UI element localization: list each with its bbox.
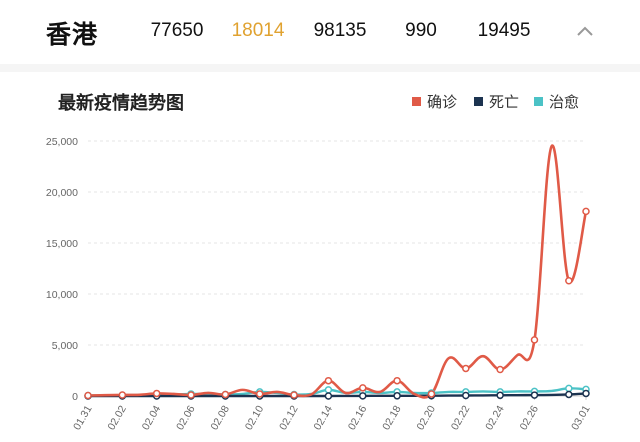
y-tick-label: 0: [72, 391, 78, 403]
data-point: [359, 392, 367, 400]
x-tick-label: 02.08: [208, 403, 232, 432]
series-line-confirmed: [87, 144, 588, 399]
legend-swatch: [474, 96, 483, 106]
data-point: [496, 391, 504, 400]
x-tick-label: 02.22: [449, 403, 473, 432]
data-point: [324, 392, 333, 400]
stat-value: 98135: [313, 20, 367, 41]
data-point: [393, 392, 401, 400]
data-point: [496, 365, 504, 374]
y-tick-label: 15,000: [46, 238, 78, 250]
data-point: [118, 391, 127, 399]
region-name: 香港: [46, 21, 99, 49]
y-tick-label: 25,000: [46, 136, 78, 148]
data-point: [324, 376, 333, 385]
x-tick-label: 02.10: [243, 403, 267, 432]
legend-label: 治愈: [549, 93, 580, 111]
legend-swatch: [534, 96, 543, 106]
region-header[interactable]: 香港 77650 18014 98135 990 19495: [0, 0, 640, 64]
x-tick-label: 02.04: [140, 403, 164, 432]
data-point: [152, 389, 161, 398]
chevron-up-icon[interactable]: [573, 20, 597, 44]
data-point: [393, 376, 401, 385]
data-point: [565, 390, 573, 399]
data-point: [530, 336, 539, 344]
data-point: [565, 384, 573, 393]
stat-value-highlight: 18014: [231, 20, 285, 41]
x-tick-label: 02.14: [311, 403, 335, 432]
x-tick-label: 02.16: [346, 403, 370, 432]
data-point: [221, 390, 230, 399]
legend-item-recovered[interactable]: 治愈: [534, 91, 579, 111]
data-point: [290, 391, 298, 399]
data-point: [530, 391, 539, 399]
y-tick-label: 10,000: [46, 289, 78, 301]
legend-label: 死亡: [489, 93, 520, 111]
x-tick-label: 02.06: [174, 403, 198, 432]
legend-label: 确诊: [427, 93, 458, 111]
x-tick-label: 02.26: [518, 403, 542, 432]
x-tick-label: 02.18: [380, 403, 404, 432]
data-point: [359, 384, 367, 392]
legend-swatch: [412, 96, 421, 106]
data-point: [324, 386, 333, 394]
stat-value: 990: [405, 20, 437, 41]
y-tick-label: 5,000: [52, 340, 78, 352]
legend-item-confirmed[interactable]: 确诊: [412, 91, 457, 111]
y-tick-label: 20,000: [46, 187, 78, 199]
x-tick-label: 02.12: [277, 403, 301, 432]
stat-value: 19495: [477, 20, 531, 41]
x-tick-label: 01.31: [71, 403, 95, 432]
x-tick-label: 02.24: [483, 403, 507, 432]
data-point: [84, 391, 92, 400]
data-point: [582, 389, 590, 398]
x-tick-label: 02.20: [415, 403, 439, 432]
chart-title: 最新疫情趋势图: [58, 93, 184, 113]
stat-value: 77650: [150, 20, 204, 41]
legend-item-deaths[interactable]: 死亡: [474, 91, 519, 111]
data-point: [187, 391, 195, 399]
data-point: [462, 364, 470, 373]
data-point: [462, 391, 470, 400]
data-point: [255, 390, 264, 398]
data-point: [582, 207, 590, 216]
x-tick-label: 03.01: [569, 403, 593, 432]
section-divider: [0, 64, 640, 72]
data-point: [427, 390, 436, 398]
x-tick-label: 02.02: [105, 403, 129, 432]
data-point: [565, 276, 573, 285]
